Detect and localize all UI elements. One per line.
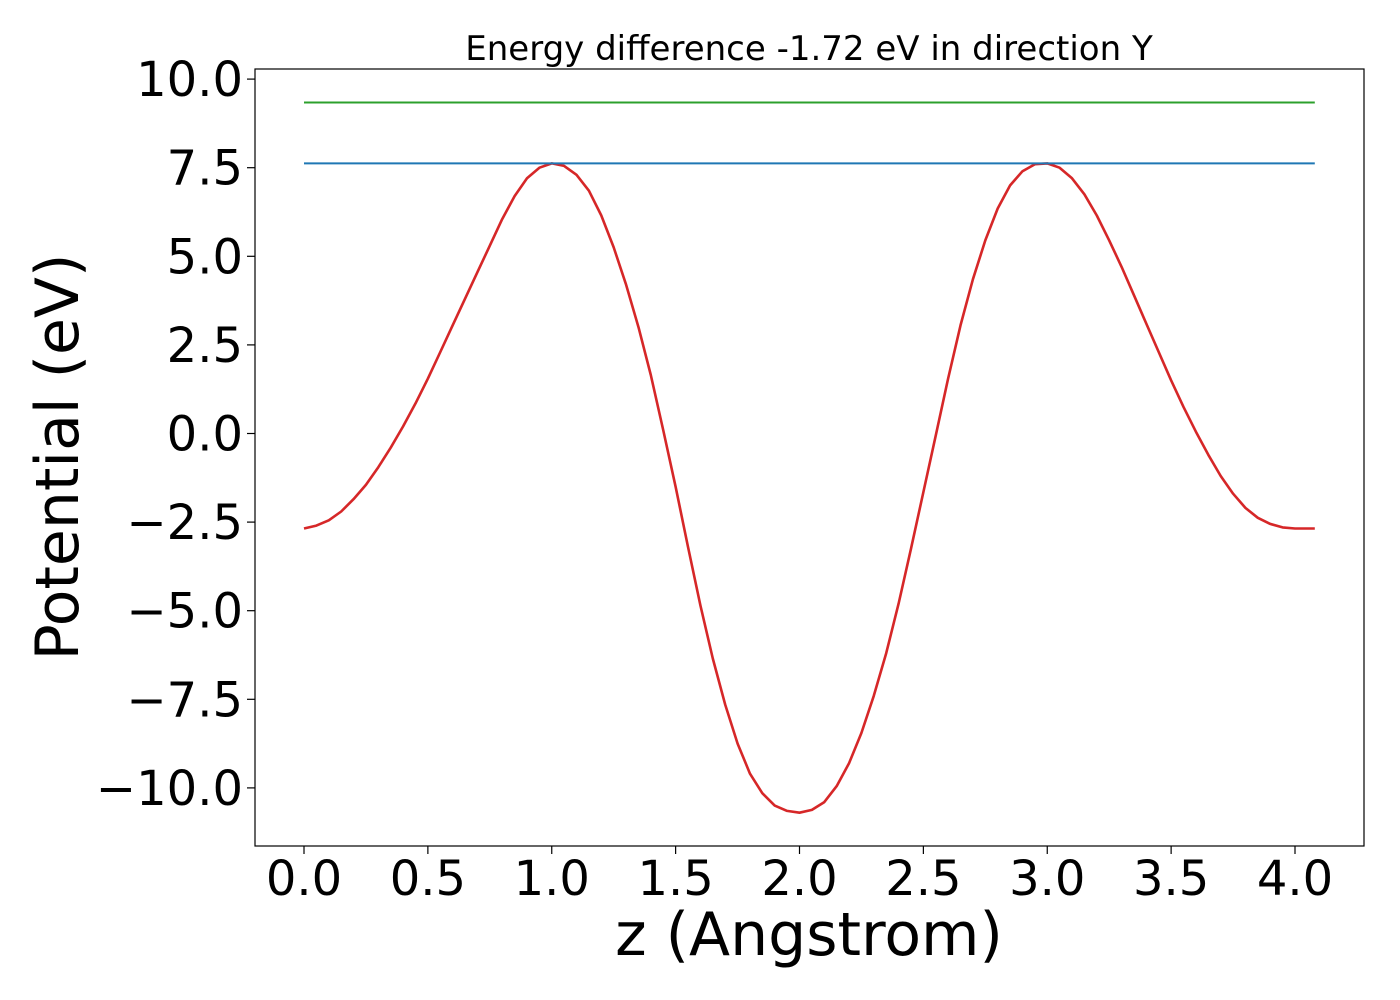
potential-curve [303,162,1315,815]
x-tick-label: 0.5 [390,851,466,907]
x-tick-label: 2.0 [761,851,837,907]
series-layer [303,101,1315,815]
chart-title: Energy difference -1.72 eV in direction … [465,29,1153,69]
y-tick-label: −7.5 [126,672,243,728]
y-axis-label: Potential (eV) [23,254,93,661]
x-axis-label: z (Angstrom) [615,900,1003,970]
y-tick-label: −10.0 [96,761,243,817]
y-tick-label: 10.0 [136,52,243,108]
x-tick-label: 1.5 [637,851,713,907]
y-axis-ticks: 10.0 7.5 5.0 2.5 0.0 −2.5 −5.0 −7.5 −10.0 [96,52,255,817]
x-tick-label: 2.5 [885,851,961,907]
plot-frame [254,68,1365,847]
x-axis-ticks: 0.0 0.5 1.0 1.5 2.0 2.5 3.0 3.5 4.0 [266,846,1333,907]
y-tick-label: −2.5 [126,495,243,551]
y-tick-label: 5.0 [167,229,243,285]
x-tick-label: 3.5 [1133,851,1209,907]
y-tick-label: −5.0 [126,584,243,640]
y-tick-label: 2.5 [167,318,243,374]
y-tick-label: 0.0 [167,407,243,463]
y-tick-label: 7.5 [167,141,243,197]
x-tick-label: 1.0 [514,851,590,907]
x-tick-label: 0.0 [266,851,342,907]
x-tick-label: 3.0 [1009,851,1085,907]
x-tick-label: 4.0 [1257,851,1333,907]
